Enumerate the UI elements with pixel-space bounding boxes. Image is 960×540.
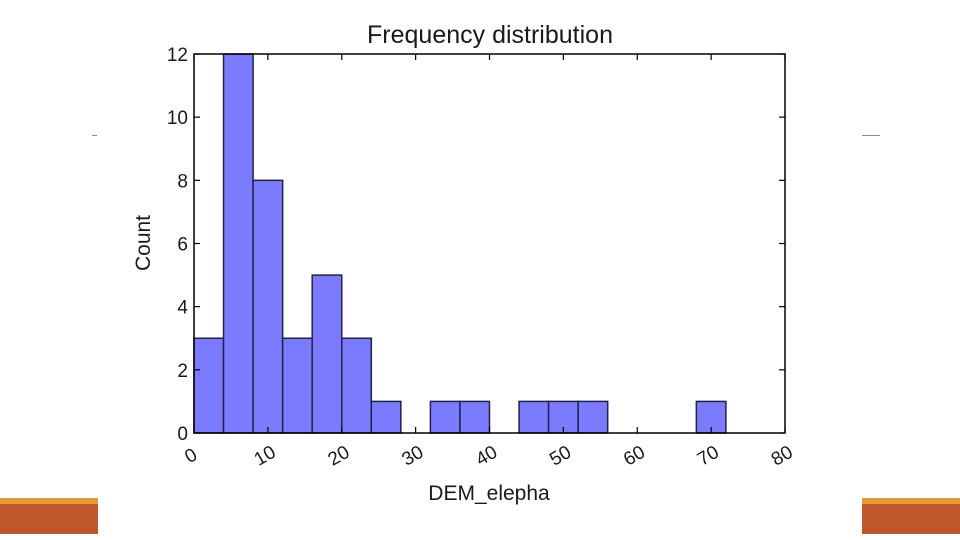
slide-accent-bar-right	[862, 498, 960, 534]
y-tick-label: 8	[177, 171, 188, 192]
accent-block	[0, 504, 98, 534]
slide-rule-right	[862, 135, 880, 136]
histogram-bar	[429, 400, 461, 434]
x-tick-label: 40	[472, 442, 501, 471]
histogram-bar	[193, 337, 225, 434]
y-tick-label: 4	[177, 298, 188, 319]
accent-block	[862, 504, 960, 534]
histogram-bar	[577, 400, 609, 434]
accent-stripe	[0, 498, 98, 504]
x-tick-label: 50	[546, 442, 575, 471]
y-axis-label: Count	[132, 215, 155, 271]
histogram-bar	[311, 274, 343, 434]
histogram-bar	[222, 53, 254, 434]
y-tick-label: 6	[177, 235, 188, 256]
y-tick-label: 0	[177, 424, 188, 445]
x-tick-label: 60	[620, 442, 649, 471]
x-axis-label: DEM_elepha	[428, 482, 550, 505]
x-tick-labels: 0 10 20 30 40 50 60 70 80	[181, 442, 796, 471]
histogram-bar	[459, 400, 491, 434]
plot-frame	[193, 53, 786, 434]
slide-rule-left	[92, 135, 97, 136]
y-tick-label: 12	[167, 45, 188, 66]
histogram-bar	[370, 400, 402, 434]
histogram-bar	[518, 400, 550, 434]
chart-title: Frequency distribution	[367, 21, 613, 49]
x-tick-label: 30	[398, 442, 427, 471]
histogram-bars	[193, 53, 727, 434]
slide-accent-bar-left	[0, 498, 98, 534]
y-tick-label: 2	[177, 361, 188, 382]
y-tick-labels: 0 2 4 6 8 10 12	[167, 45, 189, 445]
histogram-bar	[252, 179, 284, 434]
x-tick-label: 70	[694, 442, 723, 471]
histogram-bar	[281, 337, 313, 434]
x-tick-label: 20	[325, 442, 354, 471]
accent-stripe	[862, 498, 960, 504]
x-tick-label: 80	[768, 442, 797, 471]
x-tick-label: 0	[181, 444, 201, 467]
histogram-bar	[341, 337, 373, 434]
x-tick-label: 10	[251, 442, 280, 471]
y-tick-label: 10	[167, 108, 188, 129]
